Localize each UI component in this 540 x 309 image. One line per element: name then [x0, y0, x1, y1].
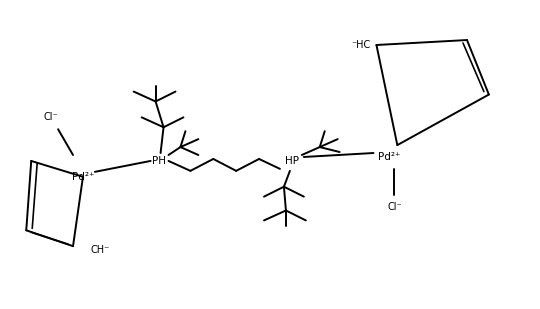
- Text: Cl⁻: Cl⁻: [387, 201, 402, 212]
- Text: HP: HP: [285, 156, 299, 166]
- Text: CH⁻: CH⁻: [91, 245, 110, 255]
- Text: Cl⁻: Cl⁻: [44, 112, 58, 122]
- Text: Pd²⁺: Pd²⁺: [378, 152, 401, 162]
- Text: Pd²⁺: Pd²⁺: [72, 172, 94, 182]
- Text: ⁻HC: ⁻HC: [351, 40, 370, 50]
- Text: PH: PH: [152, 156, 166, 166]
